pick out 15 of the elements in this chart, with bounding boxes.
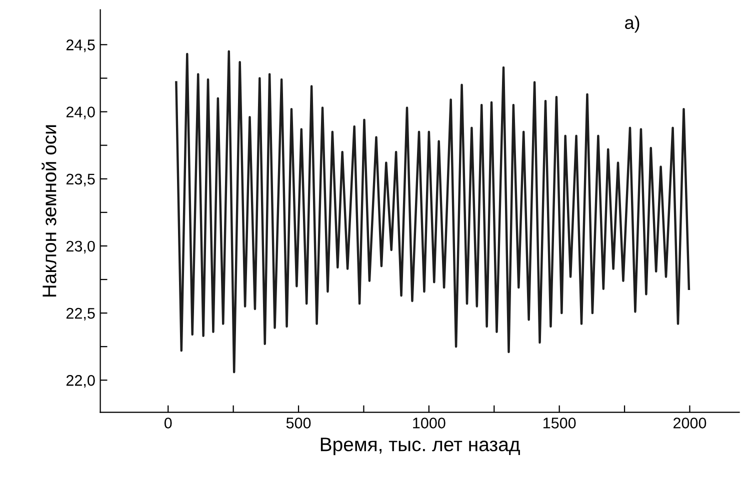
x-tick-label: 0 — [164, 418, 172, 428]
x-tick-label: 1000 — [413, 418, 446, 428]
x-tick-label: 2000 — [674, 418, 706, 428]
x-tick-label: 500 — [286, 418, 311, 428]
y-tick-label: 23,0 — [66, 240, 95, 254]
y-tick-label: 22,0 — [66, 375, 95, 388]
y-axis-title: Наклон земной оси — [42, 125, 56, 297]
annotation: a) — [625, 16, 640, 33]
y-tick-label: 22,5 — [66, 308, 95, 321]
y-tick-label: 24,0 — [66, 106, 95, 120]
y-tick-label: 24,5 — [66, 40, 95, 52]
line-series — [175, 50, 690, 374]
x-axis-title: Время, тыс. лет назад — [320, 438, 520, 456]
y-tick-label: 23,5 — [66, 174, 95, 186]
x-tick-label: 1500 — [544, 418, 576, 428]
